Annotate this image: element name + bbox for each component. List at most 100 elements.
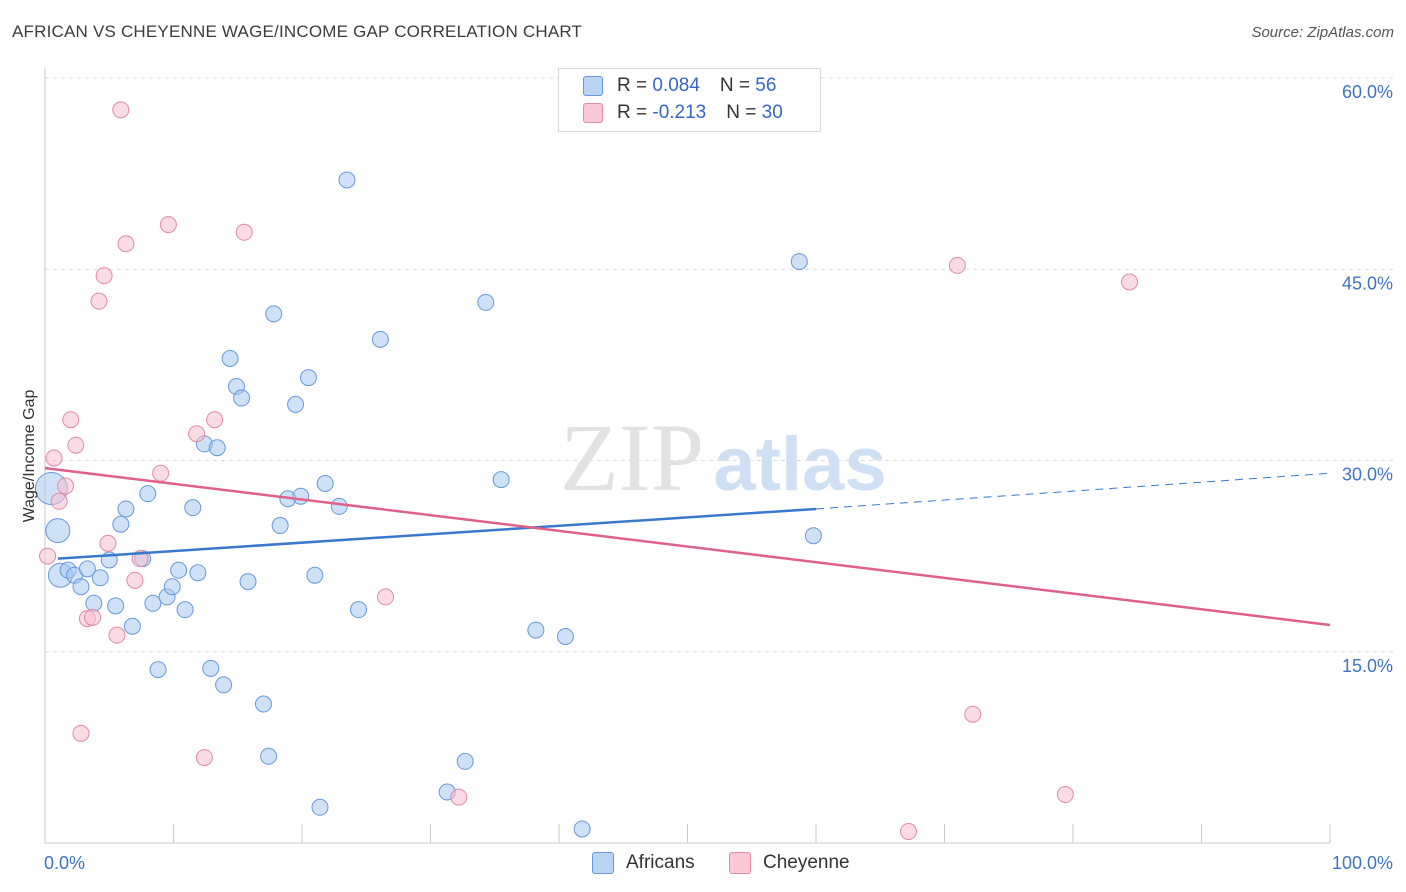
y-tick-label: 15.0%	[1342, 656, 1393, 676]
legend-n-label: N =	[719, 75, 756, 96]
cheyenne-point	[99, 534, 117, 552]
cheyenne-point	[95, 267, 113, 285]
africans-point	[184, 499, 202, 517]
cheyenne-point	[117, 235, 135, 253]
africans-point	[271, 517, 289, 535]
africans-point	[149, 661, 167, 679]
tick-labels: 15.0% 30.0% 45.0% 60.0% 0.0% 100.0%	[44, 82, 1393, 873]
y-axis-label: Wage/Income Gap	[21, 390, 38, 523]
africans-point	[233, 389, 251, 407]
africans-point	[170, 561, 188, 579]
africans-point	[477, 293, 495, 311]
africans-point	[299, 369, 317, 387]
africans-point	[78, 560, 96, 578]
africans-point	[292, 487, 310, 505]
cheyenne-point	[152, 464, 170, 482]
cheyenne-point	[90, 292, 108, 310]
x-tick-label: 0.0%	[44, 853, 85, 873]
legend-r-value: 0.084	[652, 75, 700, 96]
x-tick-label: 100.0%	[1332, 853, 1393, 873]
cheyenne-point	[84, 608, 102, 626]
legend-row-cheyenne: R = -0.213 N = 30	[583, 100, 783, 126]
watermark-zip: ZIP	[560, 404, 704, 511]
africans-point	[260, 747, 278, 765]
cheyenne-point	[206, 411, 224, 429]
gridlines	[45, 77, 1395, 653]
africans-legend-swatch	[592, 852, 614, 874]
africans-point	[112, 515, 130, 533]
data-points	[34, 101, 1139, 841]
africans-point	[492, 471, 510, 489]
watermark-atlas: atlas	[713, 422, 886, 507]
africans-point	[221, 350, 239, 367]
africans-legend-label: Africans	[626, 852, 695, 873]
cheyenne-point	[900, 823, 918, 841]
africans-point	[338, 171, 356, 189]
africans-point	[202, 659, 220, 677]
africans-point	[117, 500, 135, 518]
legend-r-label: R =	[617, 102, 653, 123]
africans-point	[215, 676, 233, 694]
africans-trend-extension	[815, 472, 1331, 510]
source-label: Source: ZipAtlas.com	[1251, 24, 1394, 41]
africans-point	[85, 594, 103, 612]
cheyenne-point	[195, 749, 213, 767]
africans-point	[139, 485, 157, 503]
africans-swatch	[583, 76, 603, 96]
africans-point	[527, 621, 545, 639]
cheyenne-point	[1121, 273, 1139, 291]
cheyenne-point	[62, 411, 80, 429]
africans-point	[144, 594, 162, 612]
cheyenne-point	[159, 216, 177, 234]
y-tick-label: 60.0%	[1342, 82, 1393, 102]
cheyenne-swatch	[583, 103, 603, 123]
cheyenne-point	[72, 724, 90, 742]
legend-item-cheyenne: Cheyenne	[729, 852, 850, 874]
africans-point	[287, 395, 305, 413]
cheyenne-point	[45, 449, 63, 467]
cheyenne-point	[67, 436, 85, 454]
africans-trend-line	[57, 507, 817, 560]
africans-point	[804, 527, 822, 545]
africans-point	[316, 474, 334, 492]
cheyenne-legend-label: Cheyenne	[763, 852, 850, 873]
africans-point	[208, 439, 226, 457]
africans-point	[573, 820, 591, 838]
africans-point	[176, 601, 194, 619]
africans-point	[72, 578, 90, 596]
africans-point	[350, 601, 368, 619]
correlation-legend: R = 0.084 N = 56 R = -0.213 N = 30	[558, 68, 821, 132]
cheyenne-point	[964, 705, 982, 723]
africans-point	[456, 752, 474, 770]
africans-point	[163, 578, 181, 596]
axes	[44, 68, 1331, 844]
legend-item-africans: Africans	[592, 852, 695, 874]
africans-point	[91, 569, 109, 587]
africans-point	[311, 798, 329, 816]
trend-lines	[44, 466, 1331, 627]
cheyenne-point	[108, 626, 126, 644]
y-tick-label: 45.0%	[1342, 273, 1393, 293]
cheyenne-point	[57, 477, 75, 495]
cheyenne-point	[450, 788, 468, 806]
legend-n-value: 56	[755, 75, 777, 96]
africans-point	[556, 627, 574, 645]
y-tick-label: 30.0%	[1342, 465, 1393, 485]
legend-n-value: 30	[761, 102, 783, 123]
africans-point	[790, 253, 808, 271]
cheyenne-point	[39, 547, 57, 565]
africans-point	[306, 566, 324, 584]
africans-point	[189, 564, 207, 582]
chart-title: AFRICAN VS CHEYENNE WAGE/INCOME GAP CORR…	[12, 22, 583, 41]
cheyenne-point	[50, 492, 68, 510]
legend-r-value: -0.213	[652, 102, 707, 123]
cheyenne-point	[235, 223, 253, 241]
africans-point	[123, 617, 141, 635]
cheyenne-legend-swatch	[729, 852, 751, 874]
legend-row-africans: R = 0.084 N = 56	[583, 73, 777, 99]
legend-r-label: R =	[617, 75, 653, 96]
legend-n-label: N =	[726, 102, 762, 123]
africans-point	[45, 518, 71, 544]
cheyenne-point	[188, 425, 206, 443]
